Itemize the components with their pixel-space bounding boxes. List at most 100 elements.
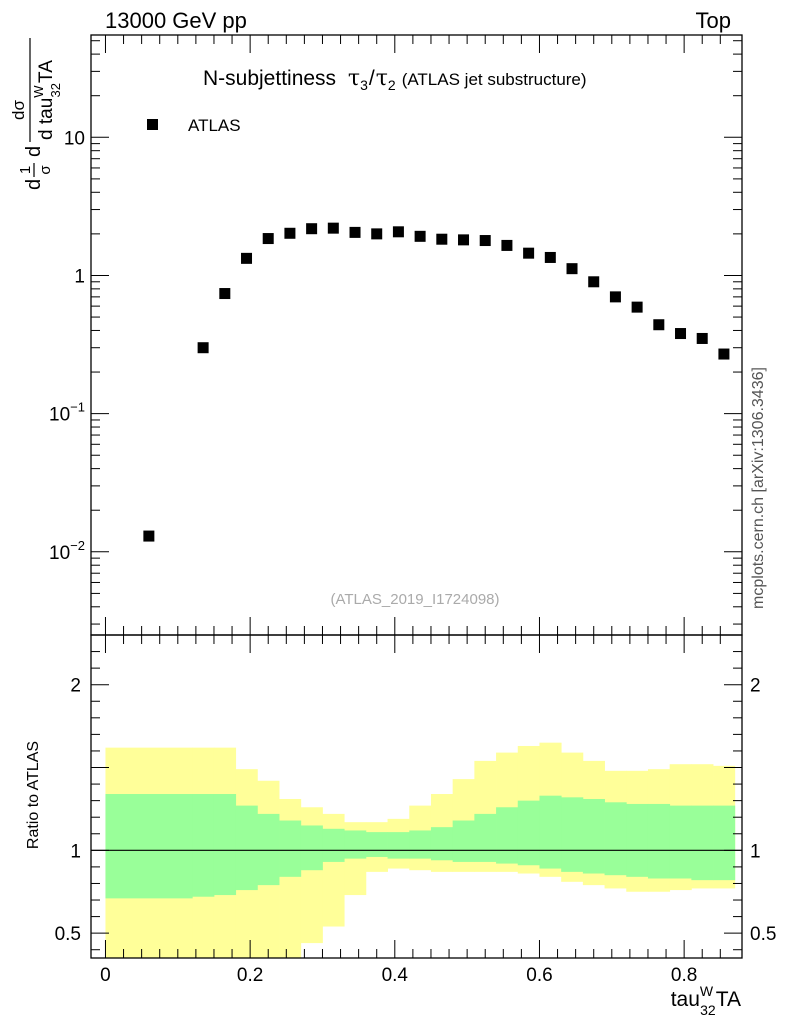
main-title: N-subjettiness τ3/τ2 (ATLAS jet substruct… bbox=[203, 66, 587, 93]
inner-band-bin bbox=[452, 820, 475, 862]
inner-band-bin bbox=[669, 805, 692, 879]
energy-label: 13000 GeV pp bbox=[105, 8, 247, 33]
data-point bbox=[414, 230, 426, 242]
ratio-y-tick-label-left: 2 bbox=[70, 676, 81, 697]
ratio-y-tick-label-left: 0.5 bbox=[55, 924, 81, 945]
data-point bbox=[436, 233, 448, 245]
main-data-points bbox=[143, 222, 730, 542]
inner-band-bin bbox=[496, 807, 519, 864]
data-point bbox=[262, 233, 274, 245]
main-y-tick-label: 10 bbox=[64, 128, 85, 149]
title-tau-b-sub: 2 bbox=[388, 77, 396, 93]
data-point bbox=[327, 222, 339, 234]
ylabel-den-end: TA bbox=[36, 60, 57, 83]
data-point bbox=[544, 251, 556, 263]
ylabel-den-sub: 32 bbox=[48, 83, 63, 97]
inner-band-bin bbox=[517, 800, 540, 866]
inner-band-bin bbox=[300, 825, 323, 871]
main-y-tick-label: 10−1 bbox=[49, 400, 85, 426]
data-point bbox=[718, 348, 730, 360]
data-point bbox=[143, 530, 155, 542]
mcplots-side-label: mcplots.cern.ch [arXiv:1306.3436] bbox=[750, 367, 767, 609]
inner-band-bin bbox=[691, 805, 714, 881]
process-label: Top bbox=[696, 8, 731, 33]
title-tau-a-sub: 3 bbox=[360, 77, 368, 93]
xlabel-sup: W bbox=[700, 983, 714, 999]
x-ticks: 0 0.2 0.4 0.6 0.8 bbox=[100, 35, 721, 986]
inner-band-bin bbox=[235, 805, 258, 891]
data-point bbox=[458, 234, 470, 246]
x-tick-label: 0.8 bbox=[671, 965, 697, 986]
data-point bbox=[675, 328, 687, 340]
legend-marker bbox=[147, 119, 158, 130]
data-point bbox=[653, 319, 665, 331]
title-tau-a: τ bbox=[348, 66, 360, 91]
x-tick-label: 0 bbox=[100, 965, 111, 986]
main-ylabel: d 1 σ d dσ d tauW 32TA bbox=[9, 38, 63, 190]
ylabel-frac-num: 1 bbox=[17, 166, 34, 174]
title-tau-b: τ bbox=[376, 66, 388, 91]
inner-band-bin bbox=[604, 802, 627, 876]
inner-band-bin bbox=[213, 794, 237, 896]
ratio-y-tick-label-right: 2 bbox=[750, 676, 761, 697]
inner-band-bin bbox=[322, 828, 345, 862]
inner-band-bin bbox=[582, 798, 605, 874]
data-point bbox=[631, 301, 643, 313]
data-point bbox=[349, 226, 361, 238]
xlabel-sub: 32 bbox=[700, 1002, 716, 1018]
inner-band-bin bbox=[626, 803, 649, 877]
data-point bbox=[696, 332, 708, 344]
main-y-ticks: 10−2 10−1 1 10 bbox=[49, 40, 742, 625]
data-point bbox=[371, 228, 383, 240]
inner-band-bin bbox=[539, 795, 562, 869]
ratio-frame bbox=[90, 634, 743, 959]
ratio-y-ticks: 0.5 0.5 1 1 2 2 bbox=[55, 651, 776, 951]
data-point bbox=[284, 227, 296, 239]
ratio-y-tick-label-right: 1 bbox=[750, 841, 761, 862]
inner-band-bin bbox=[713, 805, 736, 881]
xlabel-main: tau bbox=[671, 988, 700, 1011]
ylabel-d: d bbox=[23, 179, 45, 190]
ylabel-frac-den: σ bbox=[37, 165, 54, 175]
analysis-watermark: (ATLAS_2019_I1724098) bbox=[330, 591, 499, 608]
ylabel-den-sup: W bbox=[31, 85, 46, 98]
legend-label: ATLAS bbox=[188, 116, 241, 135]
data-point bbox=[241, 252, 253, 264]
ratio-y-tick-label-right: 0.5 bbox=[750, 924, 776, 945]
data-point bbox=[588, 276, 600, 288]
inner-band-bin bbox=[430, 827, 454, 861]
data-point bbox=[501, 239, 513, 251]
data-point bbox=[219, 288, 231, 300]
inner-band-bin bbox=[387, 832, 410, 859]
ylabel-num: dσ bbox=[9, 100, 28, 120]
ratio-ylabel: Ratio to ATLAS bbox=[25, 741, 42, 849]
data-point bbox=[479, 235, 491, 247]
inner-band-bin bbox=[344, 830, 367, 859]
title-suffix: (ATLAS jet substructure) bbox=[402, 70, 587, 89]
ylabel-den-d: d tau bbox=[36, 98, 57, 140]
x-tick-label: 0.4 bbox=[382, 965, 409, 986]
data-point bbox=[609, 291, 621, 303]
inner-band-bin bbox=[409, 830, 432, 859]
xlabel-end: TA bbox=[716, 988, 741, 1011]
legend: ATLAS bbox=[147, 116, 241, 135]
x-tick-label: 0.6 bbox=[526, 965, 552, 986]
inner-band-bin bbox=[474, 813, 497, 862]
data-point bbox=[392, 226, 404, 238]
data-point bbox=[306, 223, 318, 235]
x-axis-label: tauW 32TA bbox=[671, 983, 741, 1018]
inner-band-bin bbox=[365, 832, 388, 857]
ratio-y-tick-label-left: 1 bbox=[70, 841, 81, 862]
data-point bbox=[566, 263, 578, 275]
main-y-tick-label: 1 bbox=[74, 266, 85, 287]
inner-band-bin bbox=[257, 813, 280, 886]
x-tick-label: 0.2 bbox=[237, 965, 263, 986]
main-y-tick-label: 10−2 bbox=[49, 538, 85, 564]
data-point bbox=[197, 342, 209, 354]
inner-band-bin bbox=[279, 820, 302, 877]
inner-band-bin bbox=[647, 803, 671, 879]
inner-band-bin bbox=[192, 794, 215, 897]
title-slash: / bbox=[369, 67, 375, 90]
